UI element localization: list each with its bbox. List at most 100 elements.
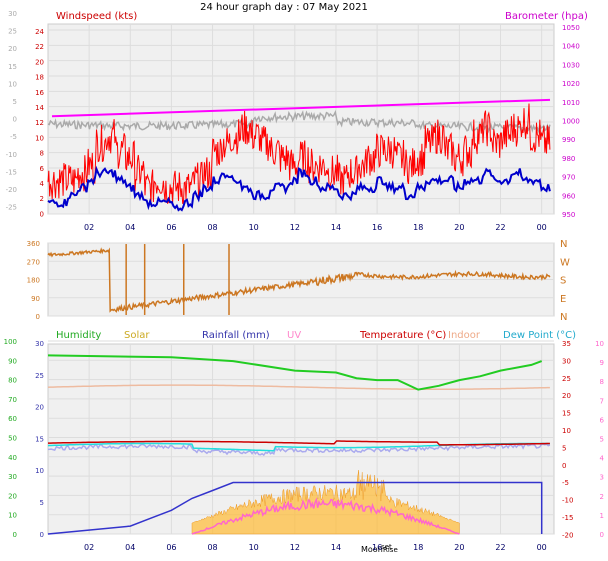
- rain-left-tick: 5: [40, 499, 44, 507]
- legend-indoor: Indoor: [448, 330, 481, 341]
- uv-right-tick: 7: [600, 397, 604, 405]
- legend-humidity: Humidity: [56, 330, 101, 341]
- dir-left-tick: 360: [27, 240, 40, 248]
- baro-right-tick: 1010: [562, 99, 580, 107]
- temp-x-tick: 10: [249, 543, 259, 552]
- baro-right-tick: 1030: [562, 61, 580, 69]
- gray-left-tick: -25: [6, 204, 17, 212]
- baro-right-tick: 960: [562, 192, 575, 200]
- baro-right-tick: 950: [562, 211, 575, 219]
- wind-x-tick: 18: [413, 223, 423, 232]
- rain-left-tick: 15: [35, 435, 44, 443]
- wind-left-tick: 4: [40, 180, 45, 188]
- legend-solar: Solar: [124, 330, 150, 341]
- gray-left-tick: 20: [8, 45, 17, 53]
- wind-dir-line: [47, 247, 551, 313]
- wind-left-tick: 6: [40, 165, 45, 173]
- wind-left-tick: 18: [35, 74, 44, 82]
- uv-right-tick: 9: [600, 359, 604, 367]
- dir-right-tick: N: [560, 312, 567, 323]
- temp-right-tick: -20: [562, 531, 573, 539]
- gray-left-tick: 10: [8, 80, 17, 88]
- uv-right-tick: 10: [595, 340, 604, 348]
- temperature-line: [48, 440, 550, 446]
- uv-right-tick: 2: [600, 493, 604, 501]
- wind-x-tick: 00: [537, 223, 547, 232]
- gray-left-tick: 25: [8, 28, 17, 36]
- wind-x-tick: 16: [372, 223, 382, 232]
- moon-rise-label: Rise: [383, 546, 398, 554]
- legend-uv: UV: [287, 330, 301, 341]
- solar-area: [191, 469, 460, 535]
- legend-dewpoint: Dew Point (°C): [503, 330, 576, 341]
- temp-x-tick: 16: [372, 543, 382, 552]
- wind-axis-label: Windspeed (kts): [56, 11, 137, 22]
- humidity-left-tick: 80: [8, 377, 17, 385]
- wind-left-tick: 14: [35, 104, 44, 112]
- wind-x-tick: 08: [207, 223, 217, 232]
- legend-rainfall: Rainfall (mm): [202, 330, 270, 341]
- rain-left-tick: 25: [35, 372, 44, 380]
- temp-right-tick: 35: [562, 340, 571, 348]
- temp-x-tick: 12: [290, 543, 300, 552]
- uv-right-tick: 8: [600, 378, 604, 386]
- temp-right-tick: 15: [562, 410, 571, 418]
- rain-left-tick: 20: [35, 404, 44, 412]
- humidity-left-tick: 100: [4, 338, 17, 346]
- wind-x-tick: 10: [249, 223, 259, 232]
- gray-left-tick: 0: [13, 116, 17, 124]
- temp-right-tick: 30: [562, 357, 571, 365]
- temp-right-tick: -10: [562, 497, 573, 505]
- baro-right-tick: 980: [562, 155, 575, 163]
- wind-left-tick: 8: [40, 150, 44, 158]
- humidity-left-tick: 40: [8, 454, 17, 462]
- temp-x-tick: 14: [331, 543, 341, 552]
- temp-right-tick: 0: [562, 462, 566, 470]
- wind-left-tick: 22: [35, 43, 44, 51]
- baro-line: [51, 98, 551, 118]
- wind-left-tick: 20: [35, 58, 44, 66]
- baro-axis-label: Barometer (hpa): [505, 11, 588, 22]
- baro-right-tick: 970: [562, 174, 575, 182]
- moon-label: Moon: [361, 545, 383, 554]
- dir-left-tick: 0: [36, 313, 40, 321]
- humidity-left-tick: 90: [8, 357, 17, 365]
- humidity-line: [47, 354, 543, 391]
- temp-right-tick: 25: [562, 375, 571, 383]
- dir-right-tick: W: [560, 257, 570, 268]
- temp-x-tick: 08: [207, 543, 217, 552]
- wind-x-tick: 20: [454, 223, 464, 232]
- temp-x-tick: 22: [495, 543, 505, 552]
- dir-left-tick: 270: [27, 258, 40, 266]
- rain-left-tick: 0: [40, 531, 44, 539]
- dewpoint-lav-line: [47, 443, 551, 457]
- humidity-left-tick: 30: [8, 473, 17, 481]
- gray-left-tick: 5: [13, 98, 17, 106]
- wind-left-tick: 16: [35, 89, 44, 97]
- dir-right-tick: E: [560, 294, 566, 305]
- wind-x-tick: 04: [125, 223, 135, 232]
- wind-x-tick: 22: [495, 223, 505, 232]
- humidity-left-tick: 60: [8, 415, 17, 423]
- temp-right-tick: 5: [562, 444, 566, 452]
- wind-left-tick: 2: [40, 195, 44, 203]
- temp-x-tick: 20: [454, 543, 464, 552]
- humidity-left-tick: 70: [8, 396, 17, 404]
- uv-right-tick: 6: [600, 416, 605, 424]
- baro-right-tick: 1000: [562, 118, 580, 126]
- wind-left-tick: 0: [40, 210, 44, 218]
- uv-right-tick: 3: [600, 474, 604, 482]
- temp-x-tick: 00: [537, 543, 547, 552]
- gray-left-tick: -20: [6, 186, 17, 194]
- baro-right-tick: 1020: [562, 80, 580, 88]
- baro-right-tick: 1050: [562, 24, 580, 32]
- rain-line: [47, 481, 543, 535]
- moon-set-label: set: [381, 543, 392, 551]
- dir-right-tick: N: [560, 239, 567, 250]
- baro-right-tick: 1040: [562, 43, 580, 51]
- wind-left-tick: 24: [35, 28, 44, 36]
- humidity-left-tick: 20: [8, 492, 17, 500]
- dir-left-tick: 180: [27, 277, 40, 285]
- wind-x-tick: 14: [331, 223, 341, 232]
- panel-wind-bg: [47, 23, 555, 215]
